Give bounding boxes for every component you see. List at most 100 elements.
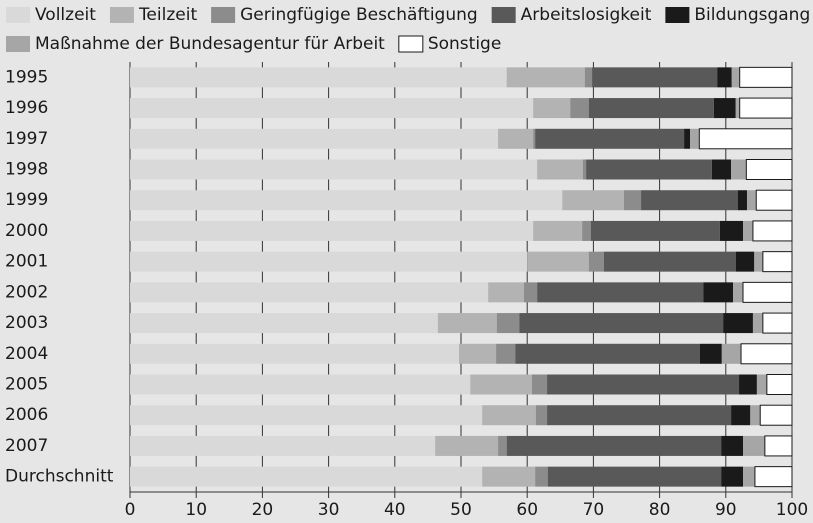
bar-segment <box>745 159 793 180</box>
bar-segment <box>582 159 587 180</box>
legend-label: Vollzeit <box>35 5 96 25</box>
bar-segment <box>703 282 734 303</box>
bar-segment <box>762 251 793 273</box>
y-tick-label: 2006 <box>5 405 48 425</box>
legend-label: Geringfügige Beschäftigung <box>240 5 478 25</box>
legend-label: Maßnahme der Bundesagentur für Arbeit <box>35 34 385 54</box>
bar-segment <box>496 313 520 334</box>
bar-segment <box>527 251 589 272</box>
bar-segment <box>590 220 720 241</box>
bar-segment <box>130 251 528 272</box>
y-tick-label: 1995 <box>5 67 48 87</box>
bar-segment <box>130 220 534 241</box>
bar-segment <box>488 282 524 303</box>
x-tick-label: 90 <box>715 500 737 520</box>
bar-segment <box>547 405 732 426</box>
bar-segment <box>752 220 793 242</box>
bar-segment <box>743 220 753 241</box>
bar-segment <box>754 251 763 272</box>
y-tick-label: 2000 <box>5 221 48 241</box>
bar-segment <box>130 128 499 149</box>
bar-segment <box>531 374 548 395</box>
legend-label: Bildungsgang <box>694 5 810 25</box>
y-tick-label: 2002 <box>5 282 48 302</box>
bar-segment <box>459 343 497 364</box>
legend-swatch <box>491 7 516 23</box>
bar-segment <box>506 435 722 456</box>
bar-segment <box>737 190 747 211</box>
x-tick-label: 40 <box>384 500 406 520</box>
bar-segment <box>684 128 691 149</box>
bar-segment <box>721 343 742 364</box>
bar-segment <box>562 190 624 211</box>
y-tick-label: 2005 <box>5 375 48 395</box>
x-tick-label: 50 <box>450 500 472 520</box>
bar-segment <box>755 189 793 211</box>
bar-segment <box>721 435 744 456</box>
legend-label: Arbeitslosigkeit <box>521 5 652 25</box>
bar-segment <box>130 159 538 180</box>
bar-segment <box>699 343 722 364</box>
bar-segment <box>588 98 714 119</box>
bar-segment <box>482 466 536 487</box>
bar-segment <box>739 97 793 119</box>
bar-segment <box>130 67 507 88</box>
bar-segment <box>570 98 589 119</box>
bar-segment <box>754 466 793 488</box>
y-tick-label: 1997 <box>5 129 48 149</box>
bar-segment <box>731 67 740 88</box>
bar-segment <box>533 128 536 149</box>
x-tick-label: 80 <box>649 500 671 520</box>
bar-segment <box>584 67 593 88</box>
bar-segment <box>739 66 793 88</box>
x-tick-label: 60 <box>516 500 538 520</box>
bar-segment <box>130 313 438 334</box>
bar-segment <box>437 313 497 334</box>
bar-segment <box>535 405 548 426</box>
bar-segment <box>733 282 744 303</box>
bar-segment <box>731 405 751 426</box>
bar-segment <box>742 281 793 303</box>
bar-segment <box>690 128 700 149</box>
bar-segment <box>756 374 767 395</box>
bar-segment <box>537 159 583 180</box>
bar-segment <box>740 343 793 365</box>
y-tick-label: 2003 <box>5 313 48 333</box>
bar-segment <box>721 466 744 487</box>
bar-segment <box>762 312 793 334</box>
bar-segment <box>130 190 563 211</box>
bar-segment <box>535 128 685 149</box>
x-tick-label: 30 <box>318 500 340 520</box>
bar-segment <box>506 67 585 88</box>
bar-segment <box>592 67 718 88</box>
legend-label: Sonstige <box>428 34 501 54</box>
bar-segment <box>130 405 483 426</box>
legend-swatch <box>665 7 690 23</box>
bar-segment <box>498 435 507 456</box>
bar-segment <box>523 282 538 303</box>
x-tick-label: 100 <box>776 500 808 520</box>
bar-segment <box>498 128 534 149</box>
y-tick-label: 2007 <box>5 436 48 456</box>
bar-segment <box>698 128 793 150</box>
bar-segment <box>482 405 536 426</box>
x-tick-label: 70 <box>583 500 605 520</box>
bar-segment <box>130 435 436 456</box>
bar-segment <box>537 282 704 303</box>
bar-segment <box>711 159 732 180</box>
bar-segment <box>582 220 591 241</box>
bar-segment <box>130 374 471 395</box>
bar-segment <box>588 251 604 272</box>
legend-swatch <box>6 36 30 52</box>
legend-swatch <box>398 35 424 53</box>
bar-segment <box>603 251 736 272</box>
bar-segment <box>743 466 755 487</box>
y-tick-label: 2004 <box>5 344 48 364</box>
bar-segment <box>586 159 712 180</box>
bar-segment <box>759 404 793 426</box>
bar-segment <box>713 98 736 119</box>
bar-segment <box>130 466 483 487</box>
bar-segment <box>130 343 460 364</box>
bar-segment <box>533 98 571 119</box>
